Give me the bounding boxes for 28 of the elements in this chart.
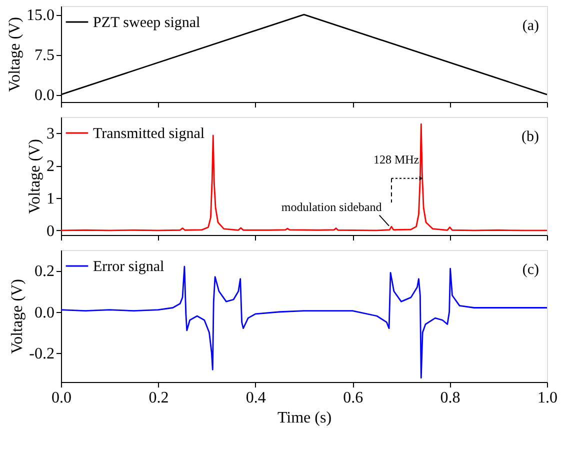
y-tick-label: 0.0 bbox=[34, 87, 54, 104]
legend-label: Transmitted signal bbox=[93, 126, 205, 142]
y-tick-label: 0.2 bbox=[34, 263, 54, 280]
annotation: (c) bbox=[522, 262, 539, 278]
y-axis-title: Voltage (V) bbox=[9, 279, 26, 354]
y-axis-title: Voltage (V) bbox=[6, 17, 24, 92]
x-tick-label: 0.8 bbox=[440, 390, 460, 406]
x-axis-title: Time (s) bbox=[277, 410, 332, 426]
x-tick-label: 0.4 bbox=[246, 390, 266, 406]
y-tick-label: 15.0 bbox=[26, 7, 54, 24]
y-tick-label: -0.2 bbox=[29, 346, 54, 363]
x-tick-label: 0.6 bbox=[343, 390, 364, 406]
legend-label: Error signal bbox=[93, 259, 164, 275]
annotation: 128 MHz bbox=[373, 152, 420, 166]
y-tick-label: 2 bbox=[46, 158, 54, 176]
y-tick-label: 0 bbox=[46, 222, 54, 240]
legend-label: PZT sweep signal bbox=[93, 15, 200, 31]
y-tick-label: 7.5 bbox=[34, 47, 54, 64]
y-axis-title: Voltage (V) bbox=[26, 139, 44, 214]
x-tick-label: 1.0 bbox=[538, 390, 558, 406]
x-tick-label: 0.2 bbox=[148, 390, 169, 406]
annotation: (b) bbox=[522, 129, 539, 145]
annotation: (a) bbox=[522, 18, 539, 34]
y-tick-label: 1 bbox=[46, 190, 54, 208]
y-tick-label: 0.0 bbox=[34, 304, 54, 322]
y-tick-label: 3 bbox=[46, 126, 54, 143]
annotation: modulation sideband bbox=[281, 200, 382, 214]
line-series bbox=[60, 123, 548, 232]
